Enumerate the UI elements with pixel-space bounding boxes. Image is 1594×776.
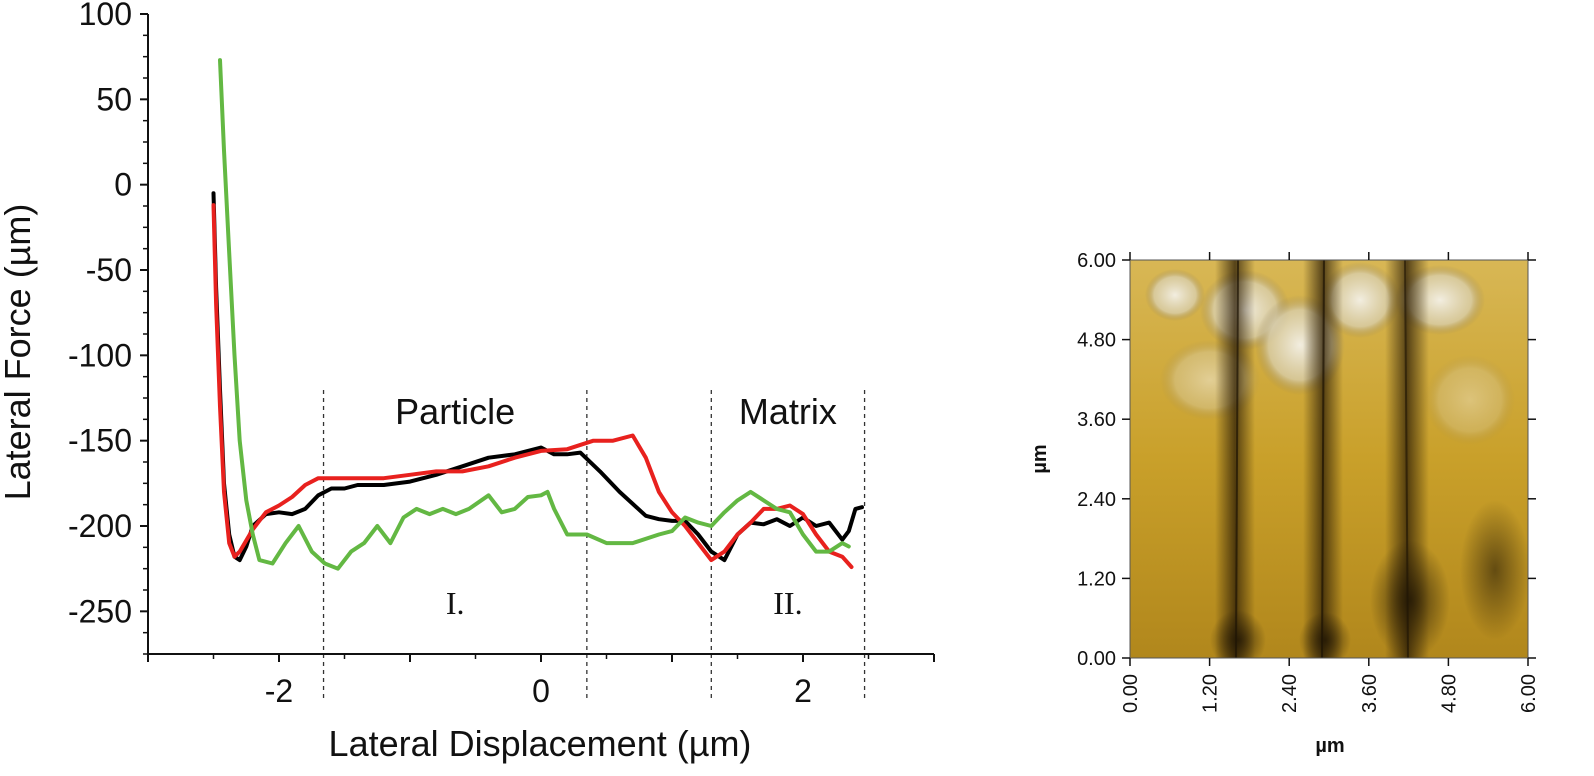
series-line-1	[211, 203, 854, 569]
y-tick-label: 0	[114, 167, 132, 203]
x-tick-label: 0	[532, 673, 550, 709]
afm-frame	[1129, 259, 1529, 659]
y-tick-label: 100	[79, 0, 132, 32]
region-roman-label: I.	[446, 585, 465, 621]
y-axis-title: Lateral Force (µm)	[0, 204, 38, 501]
x-axis-title: Lateral Displacement (µm)	[329, 723, 752, 764]
series-line-0	[211, 191, 864, 563]
afm-x-tick-label: 2.40	[1279, 674, 1301, 713]
afm-axis-ticks: 0.00 1.20 2.40 3.60 4.80 6.00 0.00 1.20 2.40 3.60…	[1077, 250, 1540, 713]
region-label: Matrix	[739, 391, 837, 432]
afm-grain	[1425, 355, 1515, 445]
afm-y-tick-label: 6.00	[1077, 250, 1116, 272]
region-roman-label: II.	[773, 585, 802, 621]
y-tick-label: -150	[68, 423, 132, 459]
afm-groove-edge	[1321, 260, 1325, 658]
afm-x-axis-title: µm	[1315, 735, 1344, 757]
x-tick-label: 2	[794, 673, 812, 709]
afm-x-tick-label: 4.80	[1438, 674, 1460, 713]
afm-y-tick-label: 0.00	[1077, 648, 1116, 670]
region-markers: Particle I. Matrix II.	[322, 390, 866, 698]
afm-y-tick-label: 2.40	[1077, 489, 1116, 511]
series-layer	[211, 58, 864, 571]
afm-x-tick-label: 1.20	[1200, 674, 1222, 713]
x-ticks: -2 0 2	[147, 654, 935, 709]
afm-groove	[1215, 260, 1255, 658]
series-line-2	[218, 58, 851, 571]
y-tick-label: -50	[86, 252, 132, 288]
y-tick-label: -100	[68, 337, 132, 373]
afm-shadow	[1210, 610, 1266, 658]
afm-y-tick-label: 3.60	[1077, 409, 1116, 431]
afm-x-tick-label: 3.60	[1359, 674, 1381, 713]
afm-topography-image: 0.00 1.20 2.40 3.60 4.80 6.00 0.00 1.20 2.40 3.60…	[1029, 250, 1540, 757]
afm-shadow	[1460, 500, 1528, 640]
afm-x-tick-label: 0.00	[1120, 674, 1142, 713]
x-tick-label: -2	[265, 673, 293, 709]
afm-groove-edge	[1235, 260, 1239, 658]
afm-shadow	[1299, 612, 1351, 658]
y-tick-label: -250	[68, 593, 132, 629]
y-ticks: 100 50 0 -50 -100 -150 -200 -250	[68, 0, 148, 655]
y-tick-label: -200	[68, 508, 132, 544]
afm-y-tick-label: 1.20	[1077, 568, 1116, 590]
afm-x-tick-label: 6.00	[1518, 674, 1540, 713]
afm-grain	[1145, 269, 1205, 321]
afm-y-axis-title: µm	[1029, 444, 1051, 473]
y-tick-label: 50	[96, 81, 132, 117]
region-label: Particle	[395, 391, 515, 432]
afm-y-tick-label: 4.80	[1077, 330, 1116, 352]
afm-shadow	[1370, 540, 1450, 658]
